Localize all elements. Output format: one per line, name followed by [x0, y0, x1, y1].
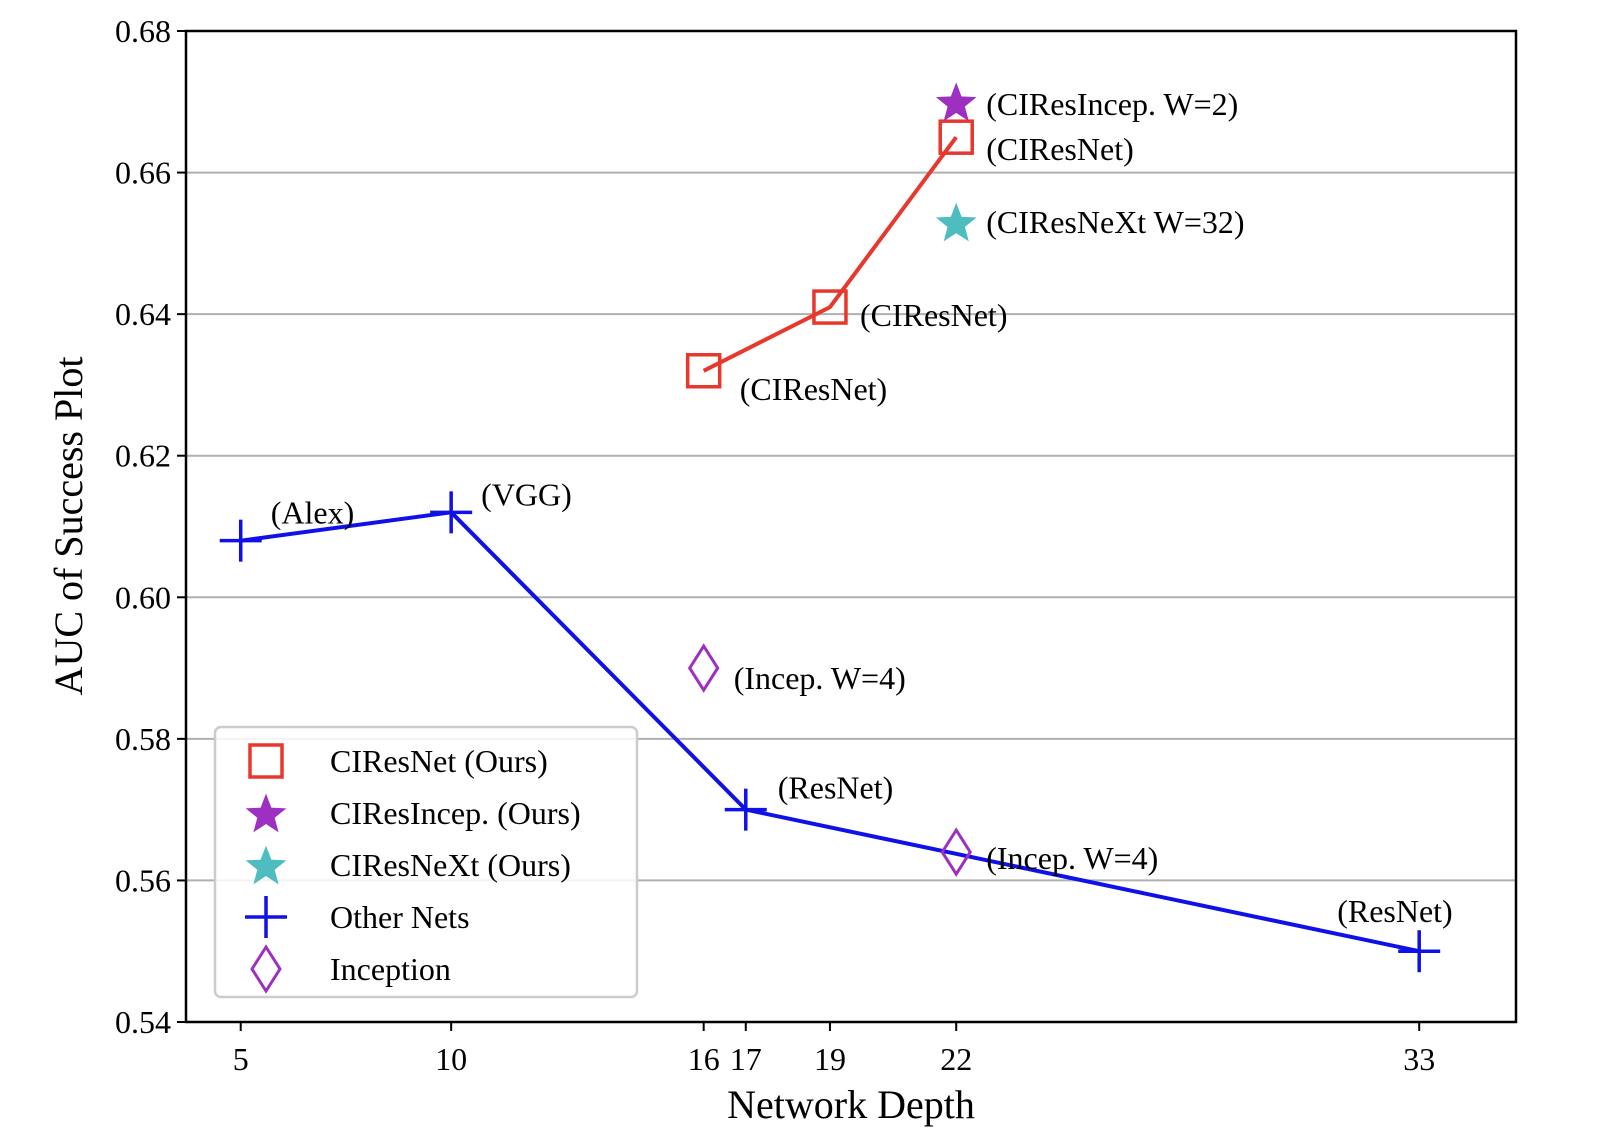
series-other-nets	[219, 491, 1441, 973]
legend-marker	[245, 845, 287, 885]
point-label: (CIResNet)	[860, 297, 1008, 333]
legend-item: CIResIncep. (Ours)	[245, 793, 581, 833]
series-ciresnext-ours	[935, 202, 977, 242]
point-label: (Incep. W=4)	[734, 660, 906, 696]
data-point-marker	[430, 491, 473, 534]
point-label: (CIResNeXt W=32)	[986, 204, 1244, 240]
series-line	[240, 510, 1420, 954]
x-tick-label: 10	[435, 1041, 467, 1077]
x-tick-label: 19	[814, 1041, 846, 1077]
data-point-marker	[940, 827, 972, 877]
legend-marker	[250, 944, 282, 994]
x-tick-label: 16	[688, 1041, 720, 1077]
legend-marker	[245, 896, 287, 938]
data-point-marker	[935, 202, 977, 242]
y-tick-label: 0.56	[115, 862, 171, 898]
series-ciresincep-ours	[935, 82, 977, 122]
point-label: (Incep. W=4)	[986, 840, 1158, 876]
y-tick-label: 0.60	[115, 579, 171, 615]
legend-marker	[245, 793, 287, 833]
y-axis-title: AUC of Success Plot	[46, 357, 91, 696]
plot-frame	[184, 29, 1518, 1024]
legend-item: Other Nets	[245, 896, 470, 938]
y-tick-label: 0.58	[115, 721, 171, 757]
data-point-marker	[1398, 930, 1441, 973]
legend-box	[213, 725, 639, 999]
axes: 0.54 0.56 0.58 0.60 0.62 0.64 0.66 0.68 5 10 16 17 1…	[115, 13, 1435, 1077]
data-point-marker	[938, 119, 974, 155]
y-tick-label: 0.68	[115, 13, 171, 49]
series-inception	[687, 643, 972, 877]
series-line	[702, 136, 958, 373]
point-label: (CIResNet)	[986, 131, 1134, 167]
point-label: (CIResNet)	[740, 371, 888, 407]
legend-item: CIResNeXt (Ours)	[245, 845, 571, 885]
y-tick-label: 0.66	[115, 155, 171, 191]
legend-label: CIResNet (Ours)	[330, 743, 548, 779]
data-point-marker	[219, 519, 262, 562]
legend-marker	[248, 743, 284, 779]
legend-item: CIResNet (Ours)	[248, 743, 548, 779]
x-tick-label: 33	[1403, 1041, 1435, 1077]
y-tick-label: 0.62	[115, 438, 171, 474]
x-tick-label: 5	[233, 1041, 249, 1077]
point-annotations: (CIResNet) (CIResNet) (CIResNet) (CIResInce…	[271, 86, 1453, 929]
data-point-marker	[724, 788, 767, 831]
x-axis-title: Network Depth	[727, 1082, 975, 1127]
legend-item: Inception	[250, 944, 451, 994]
series-ciresnet-ours	[685, 119, 974, 389]
legend-label: Other Nets	[330, 899, 470, 935]
legend: CIResNet (Ours) CIResIncep. (Ours) CIResNe…	[213, 725, 639, 999]
data-point-marker	[685, 353, 722, 389]
point-label: (ResNet)	[1337, 893, 1453, 929]
legend-label: Inception	[330, 951, 451, 987]
point-label: (CIResIncep. W=2)	[986, 86, 1238, 122]
y-tick-label: 0.64	[115, 296, 171, 332]
legend-label: CIResNeXt (Ours)	[330, 847, 571, 883]
plot-series	[219, 82, 1441, 973]
data-point-marker	[687, 643, 720, 693]
point-label: (VGG)	[481, 476, 572, 512]
data-point-marker	[812, 289, 848, 325]
y-tick-label: 0.54	[115, 1004, 171, 1040]
point-label: (ResNet)	[778, 770, 894, 806]
x-tick-label: 17	[730, 1041, 762, 1077]
point-label: (Alex)	[271, 495, 355, 531]
data-point-marker	[935, 82, 977, 122]
legend-label: CIResIncep. (Ours)	[330, 795, 581, 831]
x-tick-label: 22	[940, 1041, 972, 1077]
